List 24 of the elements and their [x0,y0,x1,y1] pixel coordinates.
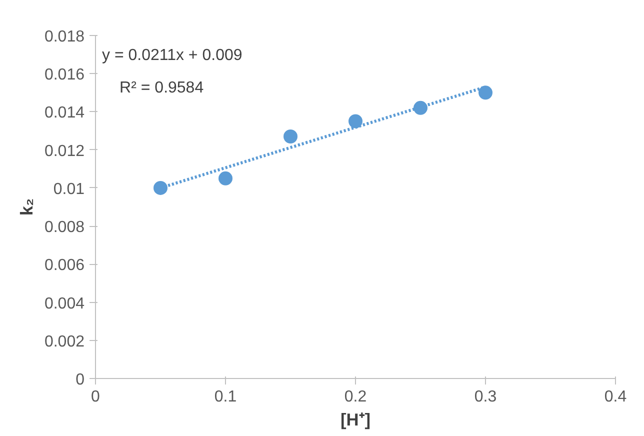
point [284,130,298,144]
y-tick-label: 0.006 [44,257,85,274]
y-tick-label: 0.002 [44,333,85,350]
x-tick-label: 0.3 [474,388,497,406]
y-tick-label: 0.008 [44,219,85,236]
x-tick-label: 0.2 [344,388,367,406]
point [218,171,232,186]
point [348,114,362,128]
x-tick-label: 0.1 [214,388,237,406]
y-tick-label: 0.004 [44,295,85,312]
y-axis-title: k₂ [16,198,36,216]
x-axis-title: [H⁺] [340,410,371,430]
x-tick-label: 0 [91,388,100,406]
annotation: y = 0.0211x + 0.009 [102,47,242,64]
y-tick-label: 0.01 [53,180,85,198]
y-tick-label: 0.012 [44,142,85,160]
y-tick-label: 0.014 [44,104,85,122]
y-tick-label: 0 [76,372,85,388]
y-tick-label: 0.018 [44,28,85,46]
annotation: R² = 0.9584 [120,79,204,96]
point [154,180,168,195]
x-tick-label: 0.4 [604,388,627,406]
point [478,86,492,100]
y-tick-label: 0.016 [44,66,85,84]
